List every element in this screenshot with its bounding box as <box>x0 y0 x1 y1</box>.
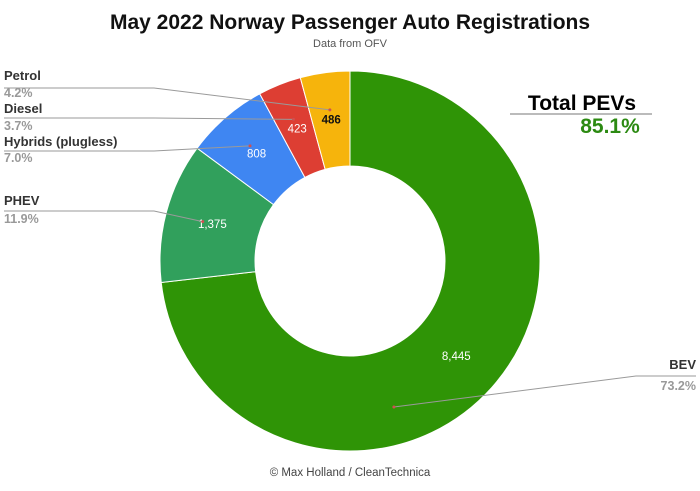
leader-line-petrol <box>4 87 330 111</box>
category-pct-diesel: 3.7% <box>4 119 33 133</box>
leader-dot-diesel <box>291 117 295 121</box>
leader-line-bev <box>393 375 696 408</box>
category-name-bev: BEV <box>669 357 696 372</box>
donut-slices <box>159 70 541 452</box>
slice-value-labels: 8,445 1,375 808 423 486 <box>198 115 471 363</box>
leader-dot-bev <box>392 405 396 409</box>
category-name-petrol: Petrol <box>4 68 41 83</box>
value-label-petrol: 486 <box>322 115 341 127</box>
category-name-phev: PHEV <box>4 193 40 208</box>
value-label-phev: 1,375 <box>198 219 227 231</box>
category-pct-bev: 73.2% <box>661 379 696 393</box>
leader-lines <box>4 87 696 409</box>
chart-title: May 2022 Norway Passenger Auto Registrat… <box>110 11 590 34</box>
slice-petrol <box>299 70 351 170</box>
total-pevs-title: Total PEVs <box>528 92 636 115</box>
leader-dot-hybrids-plugless <box>248 144 252 148</box>
category-pct-petrol: 4.2% <box>4 86 33 100</box>
value-label-diesel: 423 <box>288 124 307 136</box>
value-label-hybrids-plugless: 808 <box>247 148 266 160</box>
total-pevs-value: 85.1% <box>580 115 640 138</box>
category-pct-phev: 11.9% <box>4 212 39 226</box>
category-pct-hybrids-plugless: 7.0% <box>4 151 33 165</box>
leader-dot-petrol <box>328 108 332 112</box>
leader-line-hybrids-plugless <box>4 145 251 152</box>
category-labels: BEV 73.2% PHEV 11.9% Hybrids (plugless) 7.0% D… <box>4 68 696 393</box>
leader-dot-phev <box>201 220 205 224</box>
credit-text: © Max Holland / CleanTechnica <box>270 467 431 479</box>
leader-line-diesel <box>4 117 294 120</box>
category-name-hybrids-plugless: Hybrids (plugless) <box>4 134 117 149</box>
chart-subtitle: Data from OFV <box>313 38 388 50</box>
slice-bev <box>160 70 541 452</box>
category-name-diesel: Diesel <box>4 101 42 116</box>
leader-line-phev <box>4 210 203 223</box>
value-label-bev: 8,445 <box>442 351 471 363</box>
